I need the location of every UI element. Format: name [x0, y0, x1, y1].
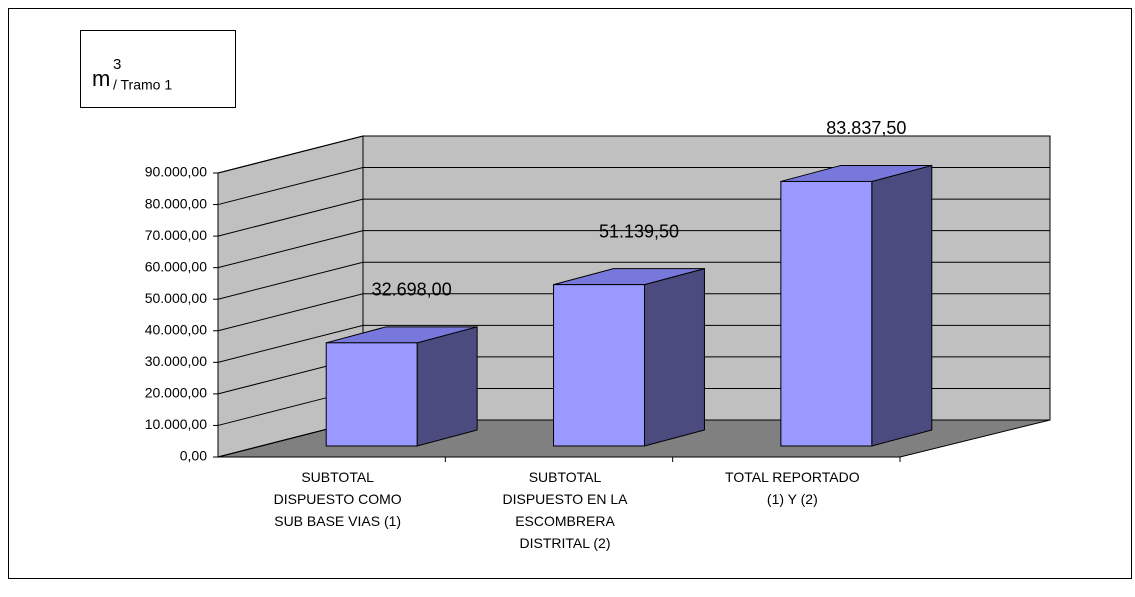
bar-side: [871, 164, 933, 447]
bar-side: [643, 267, 705, 447]
x-tick-label: SUBTOTAL DISPUESTO EN LA ESCOMBRERA DIST…: [502, 469, 628, 551]
y-tick-label: 90.000,00: [145, 164, 207, 180]
data-label: 51.139,50: [599, 221, 679, 241]
y-tick-label: 30.000,00: [145, 353, 207, 369]
x-tick-label: SUBTOTAL DISPUESTO COMO SUB BASE VIAS (1…: [273, 469, 402, 529]
chart-title-subscript: / Tramo 1: [113, 77, 172, 93]
y-tick-label: 70.000,00: [145, 227, 207, 243]
y-tick-label: 40.000,00: [145, 321, 207, 337]
data-label: 83.837,50: [826, 118, 906, 138]
title-box: [80, 30, 236, 108]
y-tick-label: 60.000,00: [145, 258, 207, 274]
bar: [553, 284, 645, 447]
grid-line: [217, 135, 1050, 174]
data-label: 32.698,00: [372, 280, 452, 300]
y-tick-label: 20.000,00: [145, 385, 207, 401]
y-tick-label: 10.000,00: [145, 416, 207, 432]
bar-side: [416, 326, 478, 447]
y-tick-label: 0,00: [180, 448, 207, 464]
bar: [780, 180, 873, 447]
x-tick-label: TOTAL REPORTADO (1) Y (2): [725, 469, 860, 507]
bar: [325, 342, 418, 447]
grid-line: [217, 167, 1050, 206]
y-tick-label: 50.000,00: [145, 290, 207, 306]
chart-title-superscript: 3: [113, 56, 121, 73]
y-tick-label: 80.000,00: [145, 195, 207, 211]
chart-title: m: [92, 66, 110, 91]
